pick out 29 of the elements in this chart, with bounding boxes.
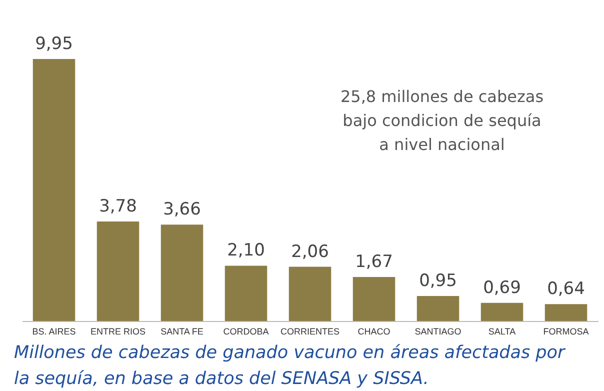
data-label: 0,64	[547, 279, 585, 300]
bar	[224, 266, 268, 321]
data-label: 2,06	[291, 242, 329, 262]
x-tick-label: CORDOBA	[223, 326, 269, 336]
x-tick-label: ENTRE RIOS	[90, 326, 146, 336]
bar	[32, 59, 76, 321]
text: Millones de cabezas de ganado vacuno en áreas afectadas por la sequía, en base a datos del SENASA y SISSA.	[14, 343, 566, 389]
x-tick-label: FORMOSA	[543, 326, 589, 336]
annotation: 25,8 millones de cabezas bajo condicion de sequía a nivel nacional	[340, 87, 544, 154]
data-label: 1,67	[355, 252, 393, 272]
data-label: 3,78	[99, 196, 137, 216]
data-label: 9,95	[35, 34, 73, 54]
data-label: 2,10	[227, 240, 265, 261]
data-label: 0,69	[483, 278, 521, 298]
bar	[544, 304, 588, 321]
bar	[160, 224, 204, 321]
x-tick-label: CHACO	[358, 326, 390, 336]
x-tick-label: CORRIENTES	[280, 326, 340, 336]
bar	[416, 296, 460, 321]
x-tick-label: BS. AIRES	[32, 326, 76, 336]
data-label: 0,95	[419, 270, 457, 291]
bar	[480, 302, 524, 321]
bar	[96, 221, 140, 321]
bar	[288, 266, 332, 321]
x-tick-label: SALTA	[488, 326, 516, 336]
bar	[352, 277, 396, 321]
x-tick-label: SANTIAGO	[414, 326, 462, 336]
x-tick-label: SANTA FE	[160, 326, 204, 336]
data-label: 3,66	[163, 200, 201, 220]
